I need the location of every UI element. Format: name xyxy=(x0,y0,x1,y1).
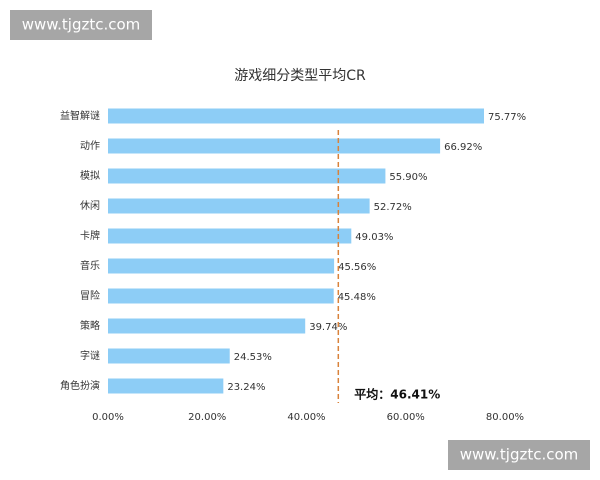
average-label: 平均：46.41% xyxy=(354,387,440,402)
bar xyxy=(108,228,352,244)
value-label: 55.90% xyxy=(389,172,427,183)
bar xyxy=(108,378,224,394)
y-tick-label: 角色扮演 xyxy=(60,379,100,392)
bar xyxy=(108,198,370,214)
watermark: www.tjgztc.com xyxy=(22,16,141,34)
y-tick-label: 字谜 xyxy=(80,349,100,362)
value-label: 45.48% xyxy=(338,292,376,303)
x-tick-label: 20.00% xyxy=(188,412,226,423)
x-tick-label: 80.00% xyxy=(486,412,524,423)
y-tick-label: 卡牌 xyxy=(80,229,100,242)
bar xyxy=(108,288,334,304)
x-tick-label: 40.00% xyxy=(287,412,325,423)
bar xyxy=(108,168,386,184)
bar xyxy=(108,258,335,274)
x-tick-label: 0.00% xyxy=(92,412,124,423)
y-tick-label: 冒险 xyxy=(80,289,100,302)
y-tick-label: 策略 xyxy=(80,319,100,332)
value-label: 52.72% xyxy=(374,202,412,213)
value-label: 66.92% xyxy=(444,142,482,153)
value-label: 23.24% xyxy=(227,382,265,393)
watermark-box xyxy=(10,10,152,40)
value-label: 24.53% xyxy=(234,352,272,363)
y-tick-label: 音乐 xyxy=(80,259,100,272)
watermark: www.tjgztc.com xyxy=(460,446,579,464)
value-label: 39.74% xyxy=(309,322,347,333)
value-label: 49.03% xyxy=(355,232,393,243)
y-tick-label: 动作 xyxy=(80,140,100,152)
value-label: 45.56% xyxy=(338,262,376,273)
bar xyxy=(108,108,485,124)
bar xyxy=(108,138,441,154)
bar xyxy=(108,318,306,334)
watermark-box xyxy=(448,440,590,470)
y-tick-label: 模拟 xyxy=(80,169,100,182)
y-tick-label: 益智解谜 xyxy=(60,109,100,122)
value-label: 75.77% xyxy=(488,112,526,123)
y-tick-label: 休闲 xyxy=(80,199,100,212)
x-tick-label: 60.00% xyxy=(387,412,425,423)
bar xyxy=(108,348,230,364)
chart-title: 游戏细分类型平均CR xyxy=(234,68,366,84)
